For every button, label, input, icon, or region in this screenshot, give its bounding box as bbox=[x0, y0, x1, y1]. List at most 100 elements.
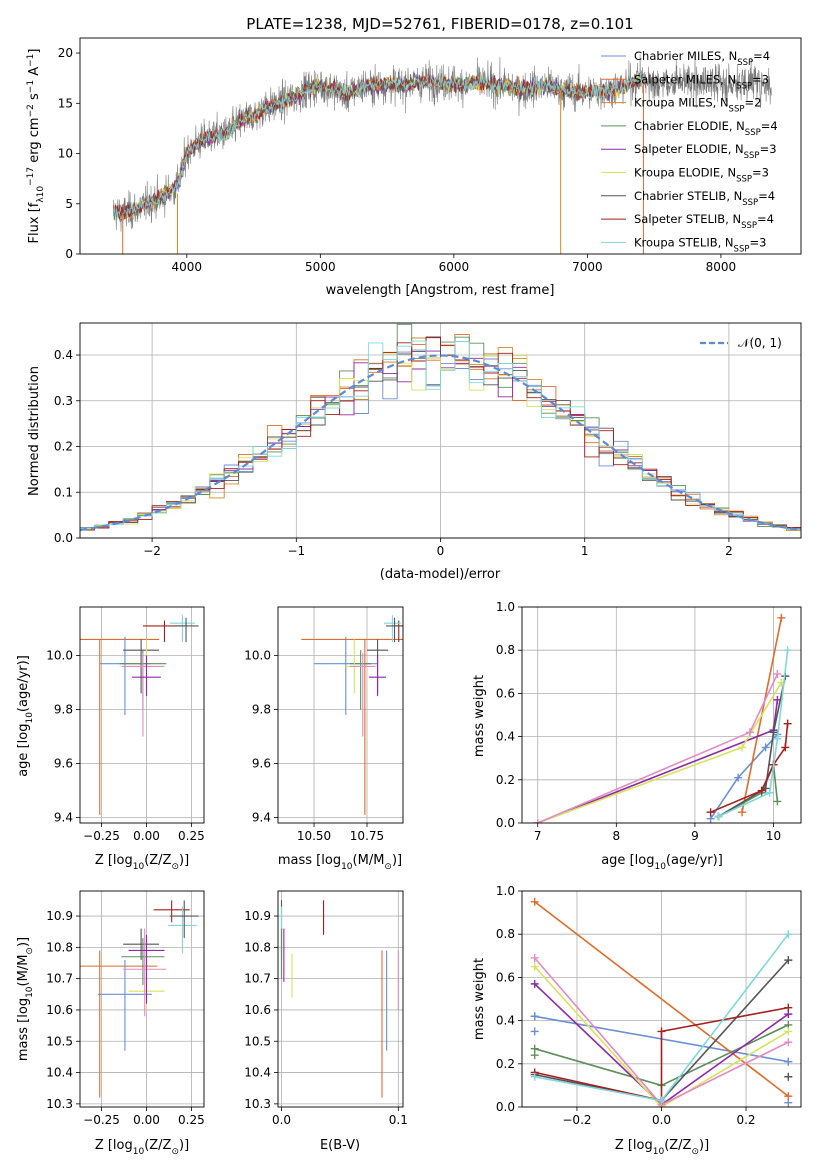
x-tick-label: 4000 bbox=[172, 260, 203, 274]
gaussian-curve bbox=[80, 354, 799, 532]
legend-label: Salpeter STELIB, NSSP=4 bbox=[634, 212, 774, 231]
legend-label-tail: =3 bbox=[760, 142, 777, 156]
plus-marker bbox=[530, 897, 539, 906]
y-tick-label: 10.7 bbox=[244, 972, 271, 986]
mass-weight-series-4 bbox=[534, 966, 789, 1107]
x-tick-label: 0.25 bbox=[178, 1113, 205, 1127]
x-axis-label-part: mass [log bbox=[278, 853, 341, 868]
y-axis-label-part: ⊙ bbox=[25, 947, 35, 955]
y-axis-label-part: 10 bbox=[25, 712, 35, 724]
legend-label: 𝒩(0, 1) bbox=[738, 336, 782, 350]
legend-label-tail: =4 bbox=[761, 119, 778, 133]
plus-marker bbox=[738, 743, 747, 752]
plus-marker bbox=[757, 786, 766, 795]
x-axis-label-part: 10 bbox=[653, 1147, 665, 1157]
y-tick-label: 0.0 bbox=[54, 531, 73, 545]
y-tick-label: 0.2 bbox=[496, 1057, 515, 1071]
y-axis-label-part: age [log bbox=[16, 724, 31, 777]
x-axis-label-part: Z [log bbox=[95, 1138, 133, 1153]
y-axis-label-part: (M/M bbox=[16, 955, 31, 987]
y-tick-label: 15 bbox=[58, 96, 73, 110]
y-tick-label: 10.9 bbox=[244, 909, 271, 923]
mass-weight-series-6 bbox=[718, 675, 787, 818]
y-tick-label: 0.8 bbox=[496, 643, 515, 657]
legend-label-main: Salpeter ELODIE, N bbox=[634, 142, 744, 156]
axes-frame bbox=[277, 606, 404, 824]
plus-marker bbox=[765, 788, 774, 797]
legend-label: Salpeter ELODIE, NSSP=3 bbox=[634, 142, 777, 161]
plus-marker bbox=[784, 1003, 793, 1012]
x-tick-label: 8 bbox=[612, 829, 620, 843]
plus-marker bbox=[783, 646, 792, 655]
legend-label: Chabrier ELODIE, NSSP=4 bbox=[634, 119, 778, 138]
x-tick-label: 0.0 bbox=[272, 1113, 291, 1127]
y-axis-label: Normed distribution bbox=[27, 366, 42, 496]
y-axis-label-part: −17 bbox=[26, 167, 36, 186]
legend-label-main: Kroupa STELIB, N bbox=[634, 235, 734, 249]
legend-label-tail: =4 bbox=[757, 212, 774, 226]
mass-weight-series-7 bbox=[534, 1006, 789, 1102]
y-tick-label: 9.4 bbox=[252, 811, 271, 825]
plus-marker bbox=[773, 797, 782, 806]
y-tick-label: 0.4 bbox=[54, 348, 73, 362]
x-tick-label: 0.0 bbox=[652, 1113, 671, 1127]
y-tick-label: 0.2 bbox=[496, 773, 515, 787]
y-tick-label: 10.5 bbox=[244, 1034, 271, 1048]
plot-area bbox=[533, 613, 792, 823]
y-axis-label-part: −2 bbox=[26, 104, 36, 117]
y-tick-label: 10.4 bbox=[46, 1066, 73, 1080]
x-axis-label-part: Z [log bbox=[615, 1138, 653, 1153]
x-tick-label: 0.25 bbox=[178, 829, 205, 843]
x-axis-label-part: (M/M bbox=[353, 853, 385, 868]
y-tick-label: 0 bbox=[65, 247, 73, 261]
y-tick-label: 0.6 bbox=[496, 686, 515, 700]
y-tick-label: 10.6 bbox=[244, 1003, 271, 1017]
y-axis-label: mass weight bbox=[472, 958, 487, 1040]
legend-label: Kroupa ELODIE, NSSP=3 bbox=[634, 166, 769, 185]
plus-marker bbox=[530, 953, 539, 962]
y-tick-label: 10.3 bbox=[46, 1097, 73, 1111]
y-tick-label: 10.8 bbox=[244, 940, 271, 954]
plus-marker bbox=[773, 669, 782, 678]
x-tick-label: 8000 bbox=[706, 260, 737, 274]
axes-frame bbox=[79, 890, 205, 1108]
y-tick-label: 5 bbox=[65, 197, 73, 211]
x-axis-label: Z [log10(Z/Z⊙)] bbox=[615, 1138, 709, 1157]
plus-marker bbox=[706, 808, 715, 817]
legend-label-tail: =4 bbox=[758, 189, 775, 203]
x-axis-label-part: (age/yr)] bbox=[666, 853, 723, 868]
plus-marker bbox=[533, 819, 542, 823]
plus-marker bbox=[657, 1096, 666, 1105]
plot-area bbox=[280, 900, 399, 1098]
y-axis-label-part: (age/yr)] bbox=[16, 655, 31, 712]
legend-label-main: Salpeter MILES, N bbox=[634, 72, 736, 86]
y-tick-label: 1.0 bbox=[496, 884, 515, 898]
y-tick-label: 9.4 bbox=[54, 811, 73, 825]
x-axis-label-part: 10 bbox=[133, 862, 145, 872]
model-spectrum-8 bbox=[113, 72, 644, 220]
legend-label-sub: SSP bbox=[745, 128, 761, 138]
y-axis-label: age [log10(age/yr)] bbox=[16, 655, 35, 777]
plus-marker bbox=[657, 1027, 666, 1036]
plus-marker bbox=[530, 962, 539, 971]
x-tick-label: 2 bbox=[725, 544, 733, 558]
plot-area bbox=[301, 615, 403, 815]
x-tick-label: −1 bbox=[287, 544, 305, 558]
y-axis-label-part: −1 bbox=[26, 80, 36, 93]
plus-marker bbox=[784, 930, 793, 939]
x-axis-label: mass [log10(M/M⊙)] bbox=[278, 853, 402, 872]
plus-marker bbox=[784, 1038, 793, 1047]
histogram-panel: −2 −1 0 1 2 0.0 0.1 0.2 0.3 0.4 𝒩(0, 1) (data-model… bbox=[27, 322, 802, 582]
y-axis-label-part: −1 bbox=[26, 54, 36, 67]
plot-area bbox=[80, 615, 199, 815]
x-axis-label-part: )] bbox=[179, 1138, 189, 1153]
y-axis-label-part: )] bbox=[16, 937, 31, 947]
y-tick-label: 0.8 bbox=[496, 927, 515, 941]
legend-label-sub: SSP bbox=[744, 151, 760, 161]
x-tick-label: 0.1 bbox=[389, 1113, 408, 1127]
x-tick-label: 9 bbox=[691, 829, 699, 843]
plus-marker bbox=[773, 734, 782, 743]
plot-area bbox=[80, 900, 199, 1098]
x-axis-label-part: ⊙ bbox=[691, 1147, 699, 1157]
